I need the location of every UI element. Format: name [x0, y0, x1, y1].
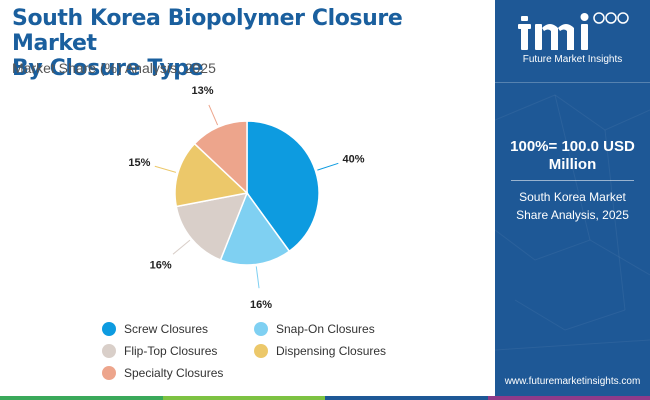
legend-item-screw-closures[interactable]: Screw Closures	[102, 322, 208, 336]
legend-label: Screw Closures	[124, 322, 209, 336]
legend-swatch	[254, 344, 268, 358]
legend-item-dispensing-closures[interactable]: Dispensing Closures	[254, 344, 386, 358]
panel-divider	[511, 180, 634, 181]
pie-slice-specialty-closures[interactable]	[193, 120, 248, 195]
title-line-2: By Closure Type	[12, 56, 204, 81]
total-market-value: 100%= 100.0 USD Million	[495, 138, 650, 174]
bottom-bar-segment	[487, 396, 650, 400]
legend-item-specialty-closures[interactable]: Specialty Closures	[102, 366, 223, 380]
headline-line-1: 100%= 100.0 USD	[510, 138, 635, 155]
panel-separator	[495, 82, 650, 83]
pie-chart: 40% 16% 16% 15% 13%	[128, 85, 365, 311]
panel-background-pattern	[495, 94, 650, 351]
fmi-logo	[518, 12, 629, 50]
pie-slice-flip-top-closures[interactable]	[175, 192, 249, 261]
info-panel: Future Market Insights 100%= 100.0 USD M…	[495, 0, 650, 400]
title-line-1: South Korea Biopolymer Closure Market	[12, 6, 403, 56]
data-label-flip-top-closures: 16%	[150, 259, 172, 271]
leader-line-dispensing-closures	[154, 165, 177, 173]
legend-label: Flip-Top Closures	[124, 344, 218, 358]
desc-line-1: South Korea Market	[519, 190, 626, 204]
legend-label: Specialty Closures	[124, 366, 224, 380]
legend-swatch	[102, 344, 116, 358]
data-label-dispensing-closures: 15%	[128, 157, 150, 169]
pie-slice-dispensing-closures[interactable]	[174, 142, 249, 208]
leader-line-flip-top-closures	[172, 239, 191, 255]
headline-line-2: Million	[548, 156, 597, 173]
logo-text: Future Market Insights	[522, 54, 623, 65]
data-label-specialty-closures: 13%	[192, 85, 214, 97]
chart-subtitle: Market Share (%) Analysis, 2025	[12, 60, 216, 76]
legend-swatch	[102, 366, 116, 380]
bottom-bar-segment	[325, 396, 488, 400]
data-label-snap-on-closures: 16%	[250, 299, 272, 311]
leader-line-snap-on-closures	[255, 266, 260, 289]
pie-slice-screw-closures[interactable]	[246, 120, 320, 253]
desc-line-2: Share Analysis, 2025	[516, 208, 629, 222]
leader-line-screw-closures	[317, 162, 339, 171]
legend-item-snap-on-closures[interactable]: Snap-On Closures	[254, 322, 375, 336]
bottom-color-bar	[0, 396, 650, 400]
legend-item-flip-top-closures[interactable]: Flip-Top Closures	[102, 344, 217, 358]
bottom-bar-segment	[0, 396, 163, 400]
data-label-screw-closures: 40%	[343, 153, 365, 165]
leader-line-specialty-closures	[208, 104, 219, 126]
pie-slice-snap-on-closures[interactable]	[219, 191, 291, 266]
bottom-bar-segment	[162, 396, 325, 400]
legend-label: Snap-On Closures	[276, 322, 375, 336]
legend-label: Dispensing Closures	[276, 344, 387, 358]
legend-swatch	[102, 322, 116, 336]
chart-title: South Korea Biopolymer Closure Market By…	[12, 6, 492, 81]
panel-description: South Korea Market Share Analysis, 2025	[495, 188, 650, 224]
chart-legend: Screw Closures Snap-On Closures Flip-Top C…	[102, 322, 422, 392]
legend-swatch	[254, 322, 268, 336]
website-link[interactable]: www.futuremarketinsights.com	[504, 376, 641, 387]
